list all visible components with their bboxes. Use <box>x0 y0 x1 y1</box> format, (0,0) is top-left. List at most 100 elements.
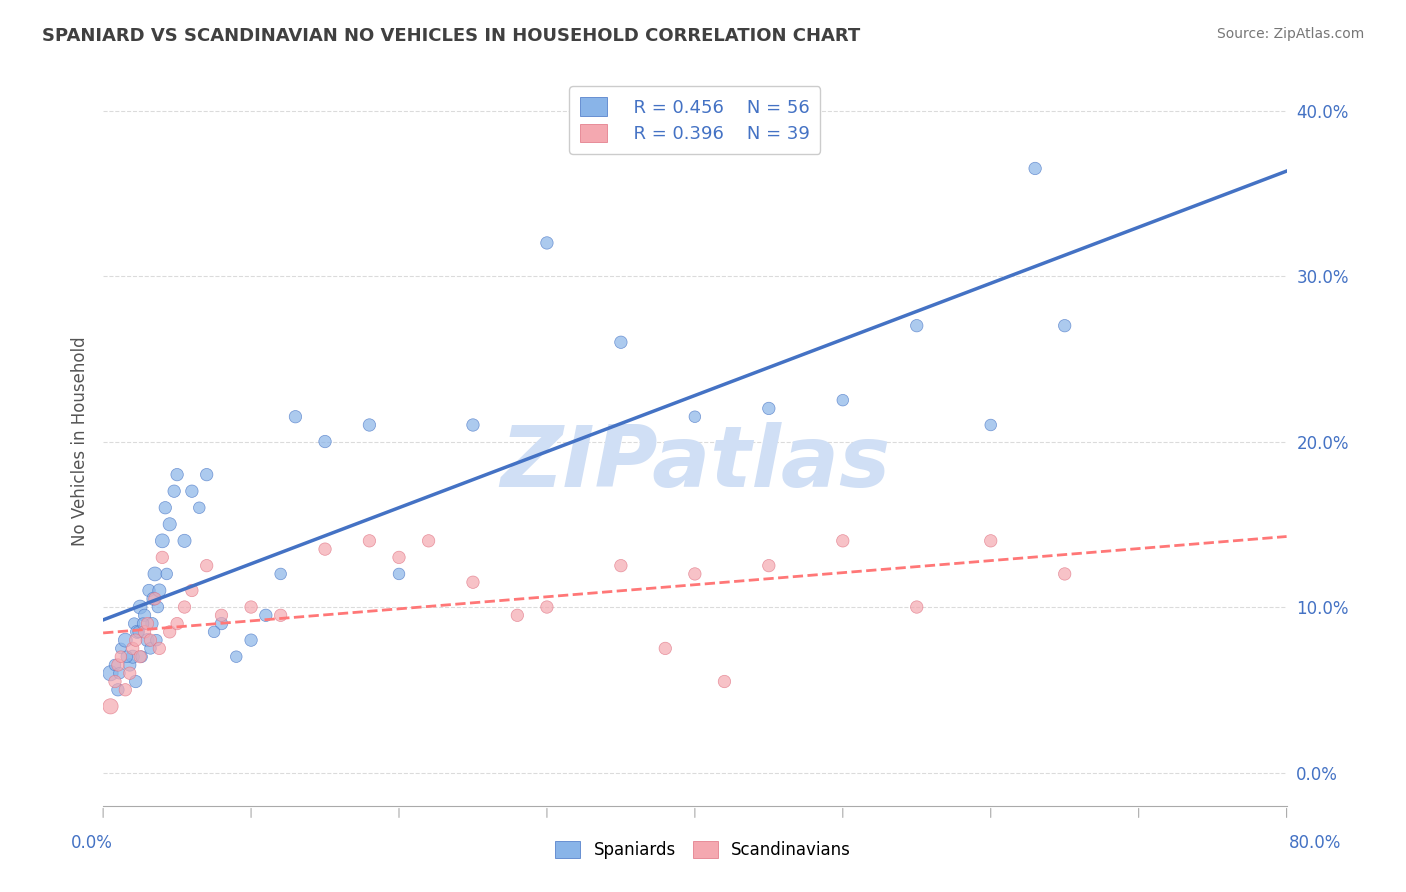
Point <box>139 641 162 656</box>
Point <box>163 484 186 499</box>
Point <box>905 318 928 333</box>
Point <box>131 649 153 664</box>
Point <box>461 417 484 432</box>
Point <box>150 533 173 548</box>
Point <box>195 467 218 482</box>
Point <box>270 566 292 581</box>
Point <box>359 533 381 548</box>
Legend:   R = 0.456    N = 56,   R = 0.396    N = 39: R = 0.456 N = 56, R = 0.396 N = 39 <box>569 87 820 154</box>
Point <box>713 674 735 689</box>
Point <box>683 566 706 581</box>
Point <box>461 575 484 590</box>
Point <box>240 600 263 615</box>
Point <box>388 566 411 581</box>
Text: Source: ZipAtlas.com: Source: ZipAtlas.com <box>1216 27 1364 41</box>
Point <box>284 409 307 424</box>
Point <box>145 633 167 648</box>
Point <box>100 699 122 714</box>
Point <box>536 600 558 615</box>
Point <box>758 558 780 573</box>
Point <box>270 608 292 623</box>
Point <box>211 608 233 623</box>
Point <box>654 641 676 656</box>
Point <box>127 624 149 639</box>
Point <box>134 608 156 623</box>
Point <box>121 641 143 656</box>
Point <box>141 616 163 631</box>
Point <box>1024 161 1046 176</box>
Text: SPANIARD VS SCANDINAVIAN NO VEHICLES IN HOUSEHOLD CORRELATION CHART: SPANIARD VS SCANDINAVIAN NO VEHICLES IN … <box>42 27 860 45</box>
Point <box>359 417 381 432</box>
Point <box>188 500 211 515</box>
Point <box>118 666 141 681</box>
Point <box>156 566 179 581</box>
Point <box>110 641 132 656</box>
Point <box>388 550 411 565</box>
Point <box>202 624 225 639</box>
Point <box>122 616 145 631</box>
Point <box>610 335 633 350</box>
Legend: Spaniards, Scandinavians: Spaniards, Scandinavians <box>548 834 858 866</box>
Point <box>143 591 166 606</box>
Point <box>108 666 131 681</box>
Point <box>100 666 122 681</box>
Point <box>173 600 195 615</box>
Point <box>418 533 440 548</box>
Point <box>128 624 150 639</box>
Point <box>132 616 155 631</box>
Point <box>683 409 706 424</box>
Point <box>314 434 336 449</box>
Point <box>104 674 127 689</box>
Point <box>980 533 1002 548</box>
Point <box>150 550 173 565</box>
Point <box>506 608 529 623</box>
Point <box>104 657 127 672</box>
Point <box>114 633 136 648</box>
Point <box>831 393 853 408</box>
Point <box>980 417 1002 432</box>
Point <box>143 566 166 581</box>
Point <box>225 649 247 664</box>
Point <box>136 616 159 631</box>
Point <box>124 633 146 648</box>
Point <box>254 608 277 623</box>
Point <box>139 633 162 648</box>
Point <box>195 558 218 573</box>
Text: ZIPatlas: ZIPatlas <box>499 422 890 505</box>
Point <box>758 401 780 416</box>
Point <box>831 533 853 548</box>
Point <box>146 600 169 615</box>
Point <box>148 641 170 656</box>
Point <box>129 649 152 664</box>
Point <box>240 633 263 648</box>
Text: 80.0%: 80.0% <box>1288 834 1341 852</box>
Point <box>173 533 195 548</box>
Point <box>1053 318 1076 333</box>
Point <box>110 649 132 664</box>
Point <box>1053 566 1076 581</box>
Point <box>180 484 202 499</box>
Point <box>142 591 165 606</box>
Point <box>211 616 233 631</box>
Point <box>115 649 138 664</box>
Point <box>180 583 202 598</box>
Point <box>124 674 146 689</box>
Point <box>148 583 170 598</box>
Point <box>107 682 129 697</box>
Point <box>107 657 129 672</box>
Point <box>166 616 188 631</box>
Point <box>155 500 177 515</box>
Point <box>610 558 633 573</box>
Point <box>166 467 188 482</box>
Point <box>136 633 159 648</box>
Point <box>129 600 152 615</box>
Point <box>118 657 141 672</box>
Point <box>138 583 160 598</box>
Point <box>114 682 136 697</box>
Y-axis label: No Vehicles in Household: No Vehicles in Household <box>72 336 89 547</box>
Point <box>121 649 143 664</box>
Point <box>134 624 156 639</box>
Point <box>159 624 181 639</box>
Text: 0.0%: 0.0% <box>70 834 112 852</box>
Point <box>314 542 336 557</box>
